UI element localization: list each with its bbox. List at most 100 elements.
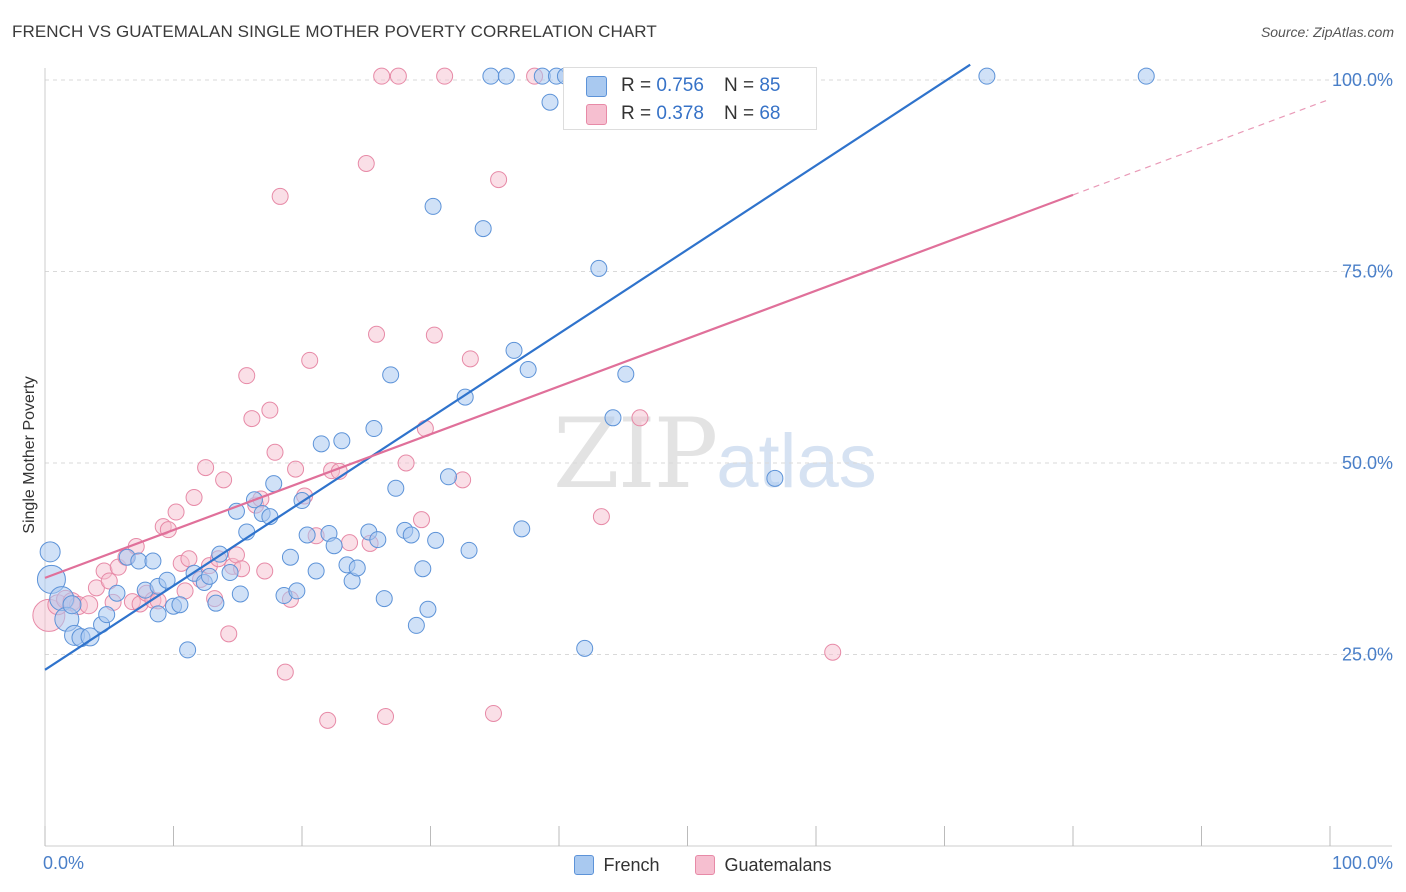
french-n-value: 85	[759, 75, 781, 96]
french-point	[375, 590, 393, 608]
guatemalan-point	[592, 508, 610, 526]
guatemalan-point	[271, 187, 289, 205]
french-trend-line	[44, 63, 971, 671]
french-point	[144, 552, 162, 570]
french-point	[307, 562, 325, 580]
guatemalan-point	[215, 471, 233, 489]
french-swatch	[586, 75, 607, 97]
x-tick-label: 0.0%	[43, 853, 84, 873]
french-point	[505, 341, 523, 359]
guatemalan-point	[377, 708, 395, 726]
stats-legend: R = 0.756 N = 85 R = 0.378 N = 68	[563, 67, 817, 130]
french-point	[414, 560, 432, 578]
french-point	[427, 531, 445, 549]
french-point	[482, 67, 500, 85]
guatemalan-point	[454, 471, 472, 489]
french-r-value: 0.756	[656, 75, 704, 96]
guatemalan-trend-line	[44, 193, 1074, 579]
legend-guatemalans-swatch	[695, 855, 716, 875]
french-point	[460, 541, 478, 559]
french-point	[387, 479, 405, 497]
guatemalan-point	[357, 154, 375, 172]
guatemalan-point	[167, 503, 185, 521]
french-point	[978, 67, 996, 85]
series-legend: French Guatemalans	[0, 852, 1406, 878]
french-point	[265, 475, 283, 493]
guatemalan-point	[197, 459, 215, 477]
y-tick-label: 100.0%	[1332, 70, 1393, 90]
legend-item-guatemalans[interactable]: Guatemalans	[695, 852, 832, 878]
guatemalan-point	[185, 488, 203, 506]
french-point	[348, 559, 366, 577]
french-point	[474, 220, 492, 238]
french-point	[62, 595, 82, 615]
french-point	[333, 432, 351, 450]
guatemalan-point	[824, 643, 842, 661]
guatemalan-point	[631, 409, 649, 427]
guatemalan-point	[276, 663, 294, 681]
guatemalan-trend-extension	[1072, 98, 1331, 196]
french-point	[39, 541, 61, 563]
french-point	[221, 564, 239, 582]
guatemalan-point	[100, 572, 118, 590]
guatemalan-point	[79, 595, 99, 615]
guatemalan-point	[180, 550, 198, 568]
french-point	[231, 585, 249, 603]
source-label: Source: ZipAtlas.com	[1260, 24, 1394, 40]
french-point	[497, 67, 515, 85]
y-tick-label: 50.0%	[1342, 453, 1393, 473]
guatemalans-n-value: 68	[759, 103, 781, 124]
legend-guatemalans-label: Guatemalans	[724, 854, 832, 875]
guatemalan-point	[243, 410, 261, 428]
guatemalans-n-label: N =	[723, 103, 755, 124]
guatemalan-point	[238, 367, 256, 385]
french-point	[80, 627, 100, 647]
french-point	[576, 639, 594, 657]
french-point	[439, 468, 457, 486]
french-point	[130, 552, 148, 570]
legend-french-swatch	[574, 855, 595, 875]
guatemalans-swatch	[586, 103, 607, 125]
guatemalan-point	[436, 67, 454, 85]
legend-french-label: French	[603, 854, 660, 875]
french-point	[369, 531, 387, 549]
french-point	[424, 197, 442, 215]
guatemalans-r-label: R =	[621, 103, 652, 124]
french-point	[108, 584, 126, 602]
french-point	[298, 526, 316, 544]
chart-title: FRENCH VS GUATEMALAN SINGLE MOTHER POVER…	[12, 22, 657, 41]
guatemalan-point	[220, 625, 238, 643]
french-point	[312, 435, 330, 453]
guatemalan-point	[413, 511, 431, 529]
guatemalan-point	[389, 67, 407, 85]
french-point	[365, 420, 383, 438]
french-r-label: R =	[621, 75, 652, 96]
french-point	[407, 616, 425, 634]
guatemalans-r-value: 0.378	[656, 103, 704, 124]
guatemalan-point	[341, 534, 359, 552]
french-point	[158, 571, 176, 589]
french-point	[590, 259, 608, 277]
guatemalan-point	[368, 325, 386, 343]
y-tick-label: 25.0%	[1342, 645, 1393, 665]
legend-item-french[interactable]: French	[574, 852, 659, 878]
y-tick-label: 75.0%	[1342, 262, 1393, 282]
watermark-atlas: atlas	[716, 419, 877, 504]
french-point	[766, 469, 784, 487]
guatemalan-point	[319, 711, 337, 729]
guatemalan-point	[397, 454, 415, 472]
french-point	[1137, 67, 1155, 85]
stats-row-guatemalans: R = 0.378 N = 68	[586, 100, 780, 128]
guatemalan-point	[490, 171, 508, 189]
french-point	[617, 365, 635, 383]
guatemalan-point	[484, 704, 502, 722]
guatemalan-point	[266, 443, 284, 461]
french-point	[207, 594, 225, 612]
guatemalan-point	[287, 460, 305, 478]
guatemalan-point	[261, 401, 279, 419]
stats-row-french: R = 0.756 N = 85	[586, 72, 780, 100]
guatemalan-point	[373, 67, 391, 85]
french-point	[533, 67, 551, 85]
french-point	[171, 596, 189, 614]
